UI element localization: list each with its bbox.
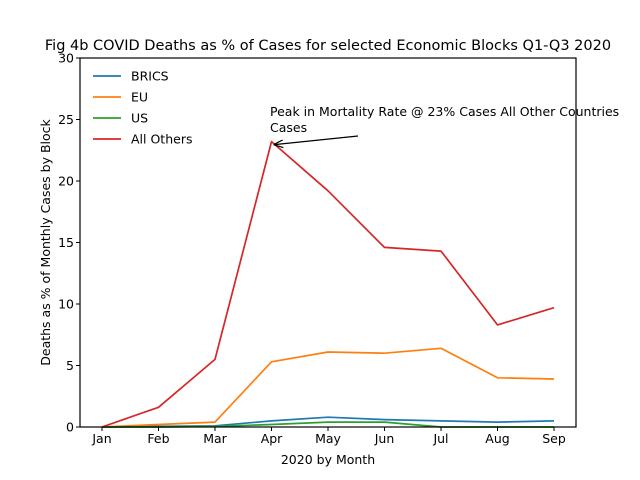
- x-tick-label: May: [315, 431, 341, 446]
- y-tick-label: 20: [58, 174, 74, 189]
- series-line-eu: [101, 347, 555, 428]
- peak-annotation: Peak in Mortality Rate @ 23% Cases All O…: [270, 104, 619, 145]
- x-tick-label: Apr: [261, 431, 283, 446]
- y-tick-label: 0: [66, 420, 74, 435]
- legend-label: EU: [131, 90, 148, 105]
- legend-items: BRICS EU US All Others: [93, 69, 192, 147]
- chart-title: Fig 4b COVID Deaths as % of Cases for se…: [45, 38, 611, 54]
- x-tick-label: Sep: [542, 431, 566, 446]
- x-tick-label: Jul: [432, 431, 448, 446]
- x-tick-label: Jan: [91, 431, 111, 446]
- y-tick-label: 10: [58, 297, 74, 312]
- x-axis-label: 2020 by Month: [281, 452, 375, 467]
- x-tick-label: Feb: [147, 431, 169, 446]
- legend-label: BRICS: [131, 69, 169, 84]
- x-tick-label: Aug: [485, 431, 509, 446]
- y-tick-label: 30: [58, 51, 74, 66]
- x-axis-ticks: Jan Feb Mar Apr May Jun Jul Aug Sep: [91, 427, 566, 446]
- y-axis-label: Deaths as % of Monthly Cases by Block: [38, 118, 53, 365]
- annotation-text-line2: Cases: [270, 120, 307, 135]
- series-line-all-others: [101, 140, 555, 428]
- y-axis-ticks: 0 5 10 15 20 25 30: [58, 51, 80, 435]
- y-tick-label: 25: [58, 112, 74, 127]
- y-tick-label: 15: [58, 235, 74, 250]
- series-layer: [101, 140, 555, 428]
- annotation-text-line1: Peak in Mortality Rate @ 23% Cases All O…: [270, 104, 619, 119]
- legend-label: All Others: [131, 132, 192, 147]
- legend: BRICS EU US All Others: [93, 69, 192, 147]
- annotation-arrow: [275, 135, 359, 145]
- x-tick-label: Jun: [374, 431, 395, 446]
- y-tick-label: 5: [66, 358, 74, 373]
- legend-label: US: [131, 111, 148, 126]
- x-tick-label: Mar: [203, 431, 227, 446]
